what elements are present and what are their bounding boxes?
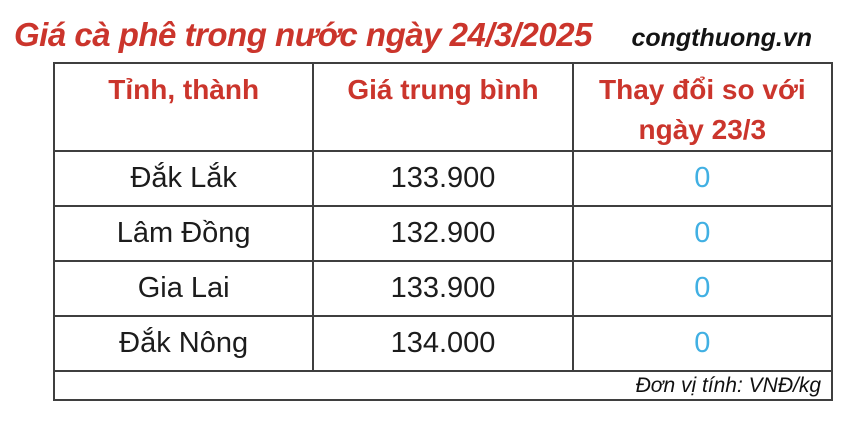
- table-row: Đắk Nông 134.000 0: [52, 315, 834, 372]
- change-cell: 0: [571, 260, 834, 317]
- column-header-change: Thay đổi so với ngày 23/3: [571, 62, 834, 152]
- table-footer: Đơn vị tính: VNĐ/kg: [53, 370, 833, 401]
- table-header: Tỉnh, thành Giá trung bình Thay đổi so v…: [52, 62, 834, 152]
- change-cell: 0: [571, 205, 834, 262]
- coffee-price-table: Tỉnh, thành Giá trung bình Thay đổi so v…: [52, 62, 834, 401]
- province-cell: Đắk Lắk: [52, 150, 315, 207]
- price-cell: 133.900: [312, 260, 574, 317]
- price-cell: 134.000: [312, 315, 574, 372]
- column-header-province: Tỉnh, thành: [52, 62, 315, 152]
- table-footer-row: Đơn vị tính: VNĐ/kg: [53, 370, 833, 401]
- source-watermark: congthuong.vn: [631, 24, 812, 52]
- page-header: Giá cà phê trong nước ngày 24/3/2025 con…: [14, 16, 834, 54]
- change-cell: 0: [571, 150, 834, 207]
- province-cell: Gia Lai: [52, 260, 315, 317]
- table-row: Đắk Lắk 133.900 0: [52, 150, 834, 207]
- table-body: Đắk Lắk 133.900 0 Lâm Đồng 132.900 0 Gia…: [52, 150, 834, 372]
- province-cell: Lâm Đồng: [52, 205, 315, 262]
- price-cell: 132.900: [312, 205, 574, 262]
- table-row: Gia Lai 133.900 0: [52, 260, 834, 317]
- province-cell: Đắk Nông: [52, 315, 315, 372]
- price-cell: 133.900: [312, 150, 574, 207]
- page-title: Giá cà phê trong nước ngày 24/3/2025: [14, 16, 592, 53]
- table-header-row: Tỉnh, thành Giá trung bình Thay đổi so v…: [52, 62, 834, 152]
- column-header-average-price: Giá trung bình: [312, 62, 574, 152]
- unit-note: Đơn vị tính: VNĐ/kg: [53, 370, 833, 401]
- table-row: Lâm Đồng 132.900 0: [52, 205, 834, 262]
- change-cell: 0: [571, 315, 834, 372]
